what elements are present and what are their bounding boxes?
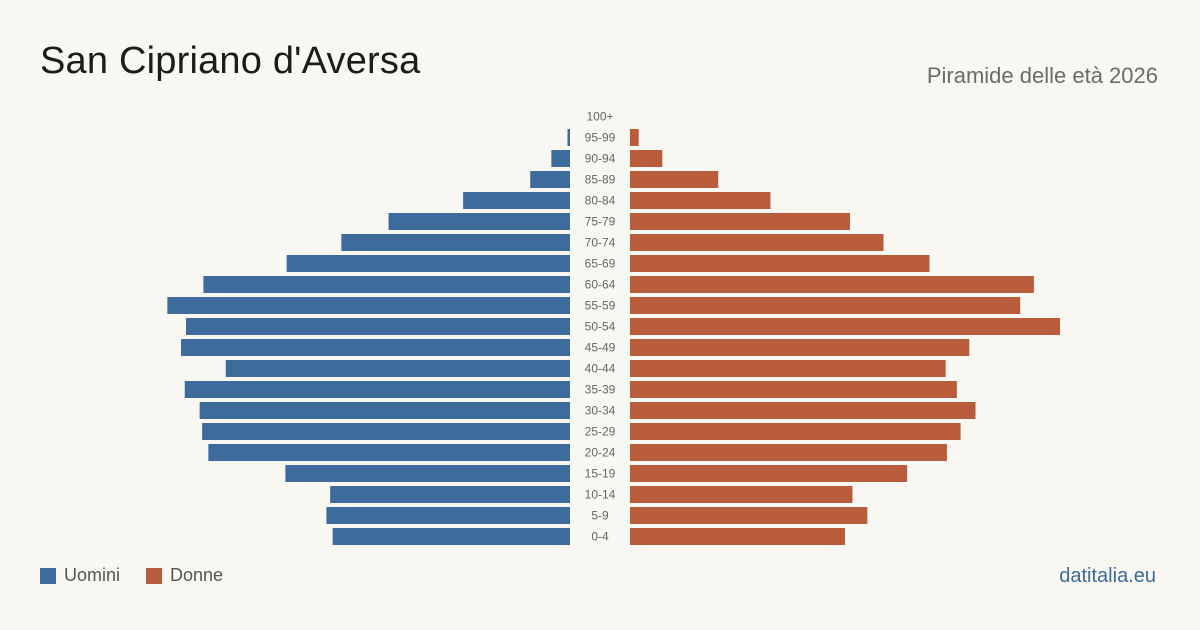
bar-women-65-69 bbox=[630, 255, 930, 272]
age-group-label: 25-29 bbox=[585, 425, 616, 439]
bar-women-35-39 bbox=[630, 381, 957, 398]
bar-men-70-74 bbox=[341, 234, 570, 251]
bar-women-40-44 bbox=[630, 360, 946, 377]
bar-men-90-94 bbox=[551, 150, 570, 167]
bar-women-10-14 bbox=[630, 486, 853, 503]
bar-men-5-9 bbox=[326, 507, 570, 524]
brand-link[interactable]: datitalia.eu bbox=[1059, 565, 1156, 587]
age-group-label: 30-34 bbox=[585, 404, 616, 418]
age-group-label: 70-74 bbox=[585, 236, 616, 250]
bar-women-0-4 bbox=[630, 528, 845, 545]
bar-men-60-64 bbox=[203, 276, 570, 293]
age-group-label: 100+ bbox=[586, 110, 613, 124]
age-group-label: 85-89 bbox=[585, 173, 616, 187]
bar-women-90-94 bbox=[630, 150, 663, 167]
bar-men-25-29 bbox=[202, 423, 570, 440]
age-group-label: 5-9 bbox=[591, 509, 609, 523]
bar-women-20-24 bbox=[630, 444, 947, 461]
age-group-label: 80-84 bbox=[585, 194, 616, 208]
legend-label-women: Donne bbox=[170, 565, 224, 585]
bar-men-35-39 bbox=[184, 381, 571, 398]
bar-men-95-99 bbox=[567, 129, 570, 146]
bar-men-40-44 bbox=[225, 360, 570, 377]
bar-men-45-49 bbox=[181, 339, 570, 356]
bar-men-75-79 bbox=[388, 213, 570, 230]
legend-item-women: Donne bbox=[146, 565, 223, 586]
legend-item-men: Uomini bbox=[40, 565, 120, 586]
age-group-label: 15-19 bbox=[585, 467, 616, 481]
bar-men-65-69 bbox=[286, 255, 570, 272]
bar-women-85-89 bbox=[630, 171, 719, 188]
bar-women-60-64 bbox=[630, 276, 1034, 293]
age-group-label: 20-24 bbox=[585, 446, 616, 460]
bar-women-50-54 bbox=[630, 318, 1060, 335]
age-group-label: 55-59 bbox=[585, 299, 616, 313]
bar-men-30-34 bbox=[199, 402, 570, 419]
age-group-label: 10-14 bbox=[585, 488, 616, 502]
bar-women-5-9 bbox=[630, 507, 868, 524]
bar-women-70-74 bbox=[630, 234, 884, 251]
legend-swatch-men bbox=[40, 567, 56, 584]
bar-men-85-89 bbox=[530, 171, 570, 188]
age-group-label: 90-94 bbox=[585, 152, 616, 166]
bar-men-15-19 bbox=[285, 465, 570, 482]
bar-women-75-79 bbox=[630, 213, 850, 230]
bar-women-55-59 bbox=[630, 297, 1021, 314]
bar-women-95-99 bbox=[630, 129, 639, 146]
bar-men-10-14 bbox=[330, 486, 570, 503]
bar-men-80-84 bbox=[463, 192, 570, 209]
age-group-label: 60-64 bbox=[585, 278, 616, 292]
bar-men-50-54 bbox=[185, 318, 570, 335]
legend-swatch-women bbox=[146, 567, 163, 584]
age-group-label: 75-79 bbox=[585, 215, 616, 229]
bar-women-30-34 bbox=[630, 402, 976, 419]
bar-men-20-24 bbox=[208, 444, 570, 461]
bar-women-25-29 bbox=[630, 423, 961, 440]
legend: Uomini Donne bbox=[40, 565, 223, 586]
bar-women-15-19 bbox=[630, 465, 908, 482]
age-group-label: 50-54 bbox=[585, 320, 616, 334]
legend-label-men: Uomini bbox=[64, 565, 121, 585]
chart-subtitle: Piramide delle età 2026 bbox=[926, 63, 1158, 88]
age-group-label: 35-39 bbox=[585, 383, 616, 397]
page-title: San Cipriano d'Aversa bbox=[40, 40, 421, 82]
age-group-label: 95-99 bbox=[585, 131, 616, 145]
bar-men-0-4 bbox=[332, 528, 570, 545]
age-group-label: 0-4 bbox=[591, 530, 609, 544]
bar-women-45-49 bbox=[630, 339, 970, 356]
bar-women-80-84 bbox=[630, 192, 771, 209]
age-group-label: 40-44 bbox=[585, 362, 616, 376]
age-group-label: 65-69 bbox=[585, 257, 616, 271]
age-group-label: 45-49 bbox=[585, 341, 616, 355]
bar-men-55-59 bbox=[167, 297, 570, 314]
